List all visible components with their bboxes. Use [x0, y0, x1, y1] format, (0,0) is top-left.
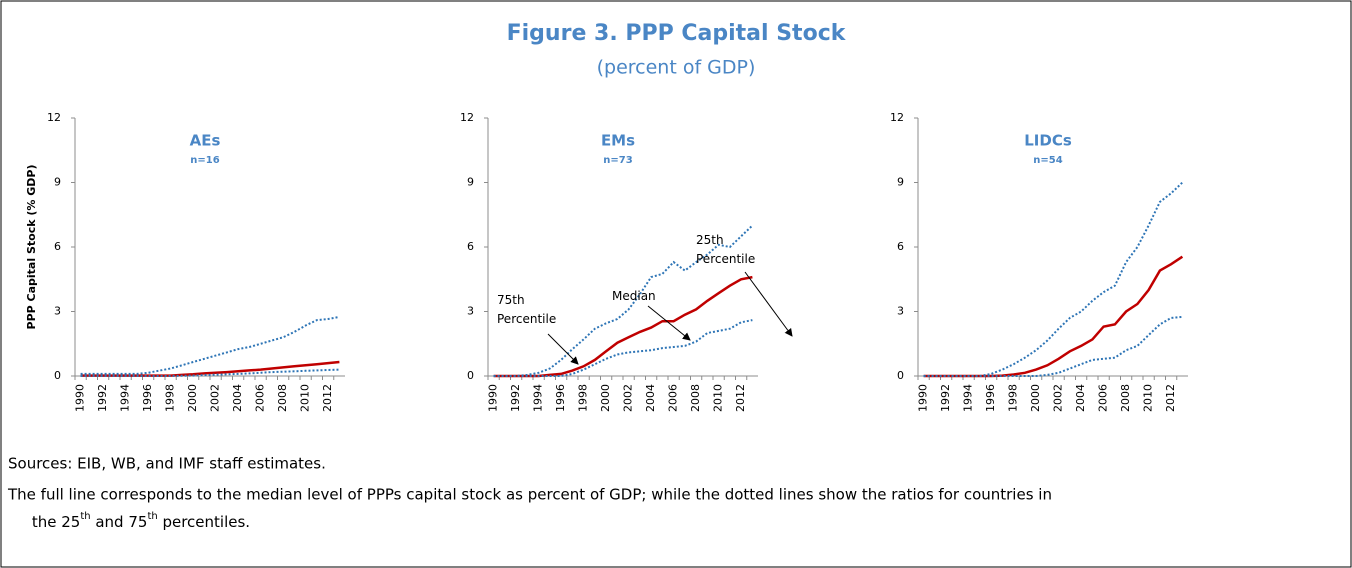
x-tick-label: 2006 [1097, 384, 1110, 412]
y-tick-label: 9 [54, 176, 61, 189]
chart-title: AEs [190, 132, 221, 150]
x-tick-label: 2002 [1052, 384, 1065, 412]
chart-title: LIDCs [1024, 132, 1072, 150]
note-sup: th [80, 511, 90, 522]
series-line [80, 368, 340, 377]
y-tick-label: 9 [467, 176, 474, 189]
annotation-line: Median [612, 289, 656, 303]
annotation: 25th Percentile [696, 233, 755, 266]
annotation-arrow [744, 271, 793, 337]
x-tick-label: 2008 [689, 384, 702, 412]
x-tick-label: 1996 [554, 384, 567, 412]
annotation-line: 25th [696, 233, 724, 247]
note: the 25th and 75th percentiles. [8, 511, 264, 531]
x-tick-label: 1998 [164, 384, 177, 412]
series-line [493, 319, 753, 377]
x-tick-label: 1994 [532, 384, 545, 412]
y-tick-label: 3 [897, 305, 904, 318]
y-tick-label: 6 [897, 240, 904, 253]
annotation: Median [612, 289, 656, 303]
series-line [923, 315, 1183, 377]
y-tick-label: 3 [54, 305, 61, 318]
chart-subtitle: n=16 [190, 155, 219, 166]
note-sup: th [147, 511, 157, 522]
x-tick-label: 1992 [509, 384, 522, 412]
series-line [80, 315, 340, 375]
x-tick-label: 1998 [577, 384, 590, 412]
x-tick-label: 2002 [209, 384, 222, 412]
note: The full line corresponds to the median … [7, 486, 1052, 504]
y-tick-label: 3 [467, 305, 474, 318]
x-tick-label: 2008 [1119, 384, 1132, 412]
figure-title: Figure 3. PPP Capital Stock [507, 21, 847, 46]
x-tick-label: 2012 [1164, 384, 1177, 412]
annotation-line: 75th [497, 293, 525, 307]
chart-title: EMs [601, 132, 635, 150]
note-part: percentiles. [158, 513, 250, 531]
x-tick-label: 2000 [1029, 384, 1042, 412]
x-tick-label: 1996 [141, 384, 154, 412]
y-tick-label: 6 [467, 240, 474, 253]
annotation-arrow [647, 305, 691, 341]
y-tick-label: 12 [460, 111, 474, 124]
y-tick-label: 0 [54, 369, 61, 382]
x-tick-label: 2002 [622, 384, 635, 412]
y-tick-label: 0 [897, 369, 904, 382]
annotation-line: Percentile [696, 252, 755, 266]
figure-subtitle: (percent of GDP) [597, 57, 756, 79]
x-tick-label: 1998 [1007, 384, 1020, 412]
y-tick-label: 6 [54, 240, 61, 253]
x-tick-label: 1990 [917, 384, 930, 412]
x-tick-label: 2000 [186, 384, 199, 412]
series-line [80, 360, 340, 377]
x-tick-label: 2004 [1074, 384, 1087, 412]
x-tick-label: 1994 [119, 384, 132, 412]
x-tick-label: 2010 [712, 384, 725, 412]
x-tick-label: 2008 [276, 384, 289, 412]
x-tick-label: 2012 [734, 384, 747, 412]
x-tick-label: 1992 [939, 384, 952, 412]
annotation-arrow [547, 333, 579, 365]
annotation: 75th Percentile [497, 293, 556, 326]
series-line [923, 181, 1184, 377]
sources: Sources: EIB, WB, and IMF staff estimate… [8, 455, 326, 473]
note-part: and 75 [91, 513, 148, 531]
x-tick-label: 1996 [984, 384, 997, 412]
x-tick-label: 1994 [962, 384, 975, 412]
x-tick-label: 2004 [231, 384, 244, 412]
x-tick-label: 2010 [299, 384, 312, 412]
x-tick-label: 2006 [667, 384, 680, 412]
annotation-line: Percentile [497, 312, 556, 326]
note-part: the 25 [32, 513, 80, 531]
y-axis-label: PPP Capital Stock (% GDP) [25, 165, 38, 330]
x-tick-label: 2012 [321, 384, 334, 412]
chart-subtitle: n=73 [603, 155, 632, 166]
x-tick-label: 1992 [96, 384, 109, 412]
series-line [493, 275, 753, 378]
x-tick-label: 1990 [74, 384, 87, 412]
y-tick-label: 0 [467, 369, 474, 382]
series-line [923, 255, 1184, 378]
x-tick-label: 2000 [599, 384, 612, 412]
x-tick-label: 2004 [644, 384, 657, 412]
x-tick-label: 2010 [1142, 384, 1155, 412]
chart-subtitle: n=54 [1033, 155, 1062, 166]
x-tick-label: 2006 [254, 384, 267, 412]
series-line [493, 224, 754, 377]
y-tick-label: 12 [890, 111, 904, 124]
y-tick-label: 12 [47, 111, 61, 124]
x-tick-label: 1990 [487, 384, 500, 412]
y-tick-label: 9 [897, 176, 904, 189]
